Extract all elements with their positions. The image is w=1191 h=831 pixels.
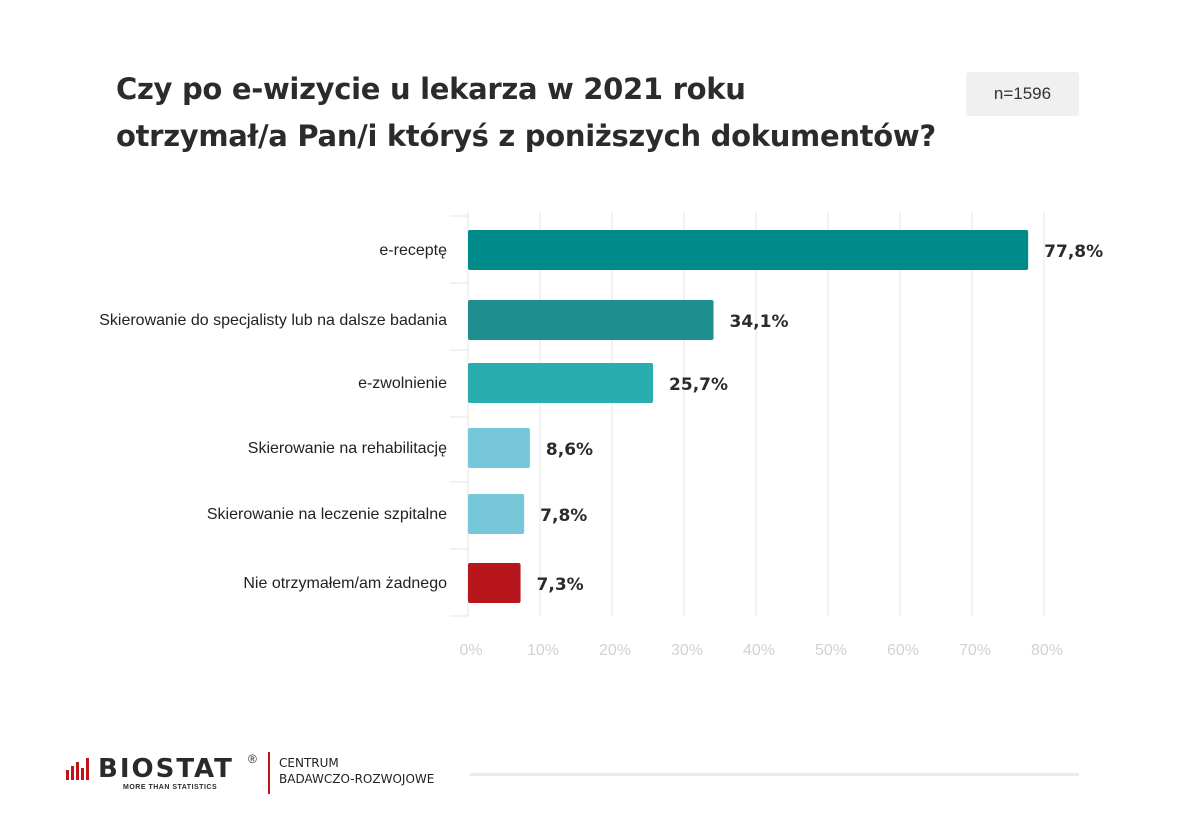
x-axis-ticks: 0% 10% 20% 30% 40% 50% 60% 70% 80%: [459, 642, 1063, 659]
chart-title: Czy po e-wizycie u lekarza w 2021 roku o…: [116, 66, 956, 160]
x-tick-label-60: 60%: [887, 642, 919, 659]
value-label-0: 77,8%: [1044, 242, 1103, 262]
brand-tagline: MORE THAN STATISTICS: [123, 784, 218, 791]
department-name: CENTRUM BADAWCZO-ROZWOJOWE: [279, 755, 434, 787]
biostat-logo: BIOSTAT ® MORE THAN STATISTICS: [66, 752, 266, 794]
value-label-3: 8,6%: [546, 440, 593, 460]
x-tick-label-50: 50%: [815, 642, 847, 659]
grid-layer: [467, 212, 1045, 616]
value-label-1: 34,1%: [730, 312, 789, 332]
value-label-4: 7,8%: [540, 506, 587, 526]
footer-divider: [268, 752, 270, 794]
bar-2: [468, 363, 654, 403]
registered-mark: ®: [248, 752, 257, 766]
x-tick-label-40: 40%: [743, 642, 775, 659]
x-tick-label-30: 30%: [671, 642, 703, 659]
title-line-1: Czy po e-wizycie u lekarza w 2021 roku: [116, 72, 746, 106]
footer-rule: [470, 773, 1079, 776]
bar-3: [468, 428, 530, 468]
x-tick-label-20: 20%: [599, 642, 631, 659]
bars: [468, 230, 1029, 603]
x-tick-label-70: 70%: [959, 642, 991, 659]
brand-name: BIOSTAT: [98, 754, 234, 784]
title-line-2: otrzymał/a Pan/i któryś z poniższych dok…: [116, 119, 936, 153]
category-label-5: Nie otrzymałem/am żadnego: [243, 575, 447, 592]
bar-5: [468, 563, 521, 603]
x-tick-label-0: 0%: [459, 642, 482, 659]
bar-4: [468, 494, 525, 534]
category-label-1: Skierowanie do specjalisty lub na dalsze…: [99, 312, 447, 329]
value-label-5: 7,3%: [537, 575, 584, 595]
category-label-2: e-zwolnienie: [358, 375, 447, 392]
labels: e-receptę 77,8% Skierowanie do specjalisty…: [99, 242, 1103, 595]
sample-size-badge: n=1596: [966, 72, 1079, 116]
value-label-2: 25,7%: [669, 375, 728, 395]
category-label-3: Skierowanie na rehabilitację: [248, 440, 447, 457]
category-label-0: e-receptę: [379, 242, 447, 259]
x-tick-label-80: 80%: [1031, 642, 1063, 659]
department-line-1: CENTRUM: [279, 756, 339, 770]
category-separators: [450, 215, 468, 617]
bar-chart-logo-icon: [66, 758, 89, 780]
department-line-2: BADAWCZO-ROZWOJOWE: [279, 772, 435, 786]
x-tick-label-10: 10%: [527, 642, 559, 659]
category-label-4: Skierowanie na leczenie szpitalne: [207, 506, 447, 523]
bar-1: [468, 300, 714, 340]
bar-0: [468, 230, 1029, 270]
bar-chart: e-receptę 77,8% Skierowanie do specjalisty…: [99, 212, 1103, 659]
